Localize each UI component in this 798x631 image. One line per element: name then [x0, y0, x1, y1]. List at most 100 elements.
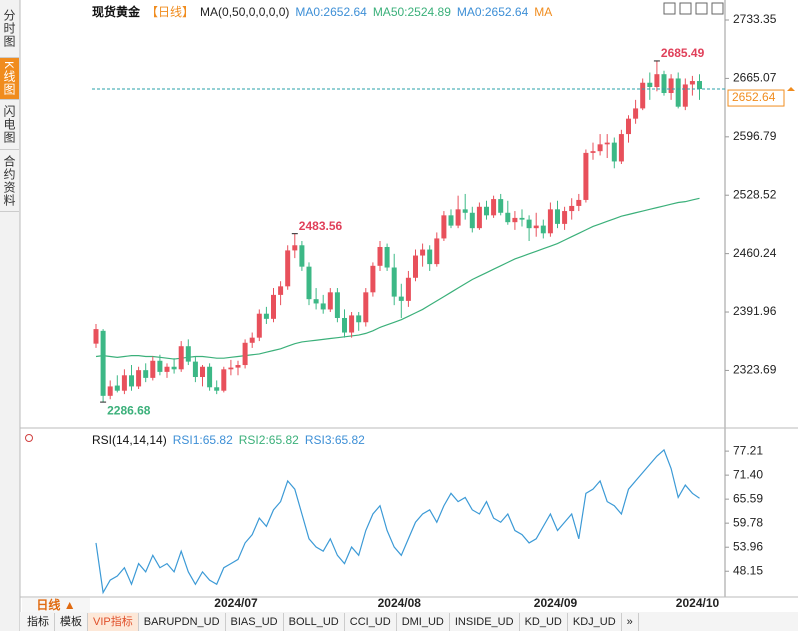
tool-icon[interactable] [679, 2, 692, 15]
y-tick-label: 2460.24 [733, 246, 777, 260]
candle-body [583, 152, 589, 200]
side-tab[interactable]: K线图 [0, 58, 19, 100]
candle-body [192, 361, 198, 378]
candle-body [569, 205, 575, 212]
bottom-tab[interactable]: CCI_UD [345, 613, 397, 631]
candle-body [519, 217, 525, 220]
legend-item: RSI(14,14,14) [92, 433, 167, 447]
candle-body [242, 342, 248, 366]
candle-body [136, 370, 142, 387]
candle-body [597, 144, 603, 152]
candle-body [278, 286, 284, 295]
y-tick-label: 2391.96 [733, 304, 777, 318]
legend-item: 【日线】 [146, 5, 195, 19]
candle-body [384, 246, 390, 268]
candle-body [178, 346, 184, 370]
candle-body [427, 249, 433, 265]
tool-icon[interactable] [695, 2, 708, 15]
candle-body [562, 211, 568, 224]
candle-body [491, 199, 497, 216]
y-tick-label: 48.15 [733, 563, 763, 577]
bottom-tab[interactable]: » [622, 613, 639, 631]
candle-body [462, 209, 468, 213]
candle-body [434, 238, 440, 265]
candle-body [484, 206, 489, 216]
candle-body [576, 199, 582, 206]
candle-body [512, 217, 518, 223]
candle-body [313, 299, 319, 304]
legend: RSI(14,14,14) RSI1:65.82 RSI2:65.82 RSI3:65… [92, 433, 365, 447]
candle-body [356, 315, 362, 323]
candle-body [398, 296, 404, 301]
annotation: 2483.56 [299, 219, 343, 233]
y-tick-label: 2323.69 [733, 363, 777, 377]
line [95, 197, 700, 360]
candle-body [476, 206, 482, 229]
bottom-tab[interactable]: 指标 [22, 613, 55, 631]
x-tick-label: 2024/08 [378, 596, 422, 610]
period-button[interactable]: 日线 ▲ [22, 598, 90, 612]
candle-body [263, 313, 269, 319]
x-tick-label: 2024/10 [676, 596, 720, 610]
bottom-tab[interactable]: BIAS_UD [226, 613, 284, 631]
legend-item: MA [534, 4, 553, 19]
bottom-tab[interactable]: KDJ_UD [568, 613, 622, 631]
bottom-tab[interactable]: INSIDE_UD [450, 613, 520, 631]
candle-body [590, 151, 596, 153]
candle-body [306, 266, 312, 300]
y-tick-label: 59.78 [733, 515, 763, 529]
candle-body [661, 74, 667, 94]
last-price-box [727, 89, 785, 107]
candle-body [256, 313, 262, 338]
candle-body [654, 74, 660, 88]
bottom-tab[interactable]: VIP指标 [88, 613, 139, 631]
tool-icon[interactable] [711, 2, 724, 15]
bottom-tab[interactable]: DMI_UD [397, 613, 450, 631]
candle-body [405, 277, 411, 301]
candle-body [235, 365, 241, 368]
tool-icon[interactable] [663, 2, 676, 15]
candle-body [129, 375, 134, 387]
candle-body [320, 303, 326, 310]
bottom-tab[interactable]: KD_UD [520, 613, 568, 631]
candle-body [618, 134, 624, 162]
legend-item: RSI3:65.82 [304, 433, 365, 447]
bottom-tab[interactable]: BARUPDN_UD [139, 613, 226, 631]
legend-item: MA0:2652.64 [456, 4, 529, 19]
candle-body [540, 225, 546, 234]
candle-body [547, 209, 553, 234]
candle-body [682, 84, 688, 107]
side-tab[interactable]: 分时图 [0, 0, 19, 58]
candle-body [107, 386, 113, 396]
candle-body [200, 366, 205, 378]
candle-body [555, 209, 560, 224]
candle-body [299, 245, 305, 267]
candle-body [249, 337, 255, 343]
bottom-tab[interactable]: 模板 [55, 613, 88, 631]
y-tick-label: 2528.52 [733, 187, 777, 201]
y-tick-label: 53.96 [733, 539, 763, 553]
legend-item: MA(0,50,0,0,0,0) [200, 4, 290, 19]
candle-body [349, 315, 355, 333]
y-tick-label: 2733.35 [733, 12, 777, 26]
side-tab[interactable]: 合约资料 [0, 150, 19, 212]
candle-body [327, 292, 333, 310]
candle-body [391, 267, 397, 297]
candle-body [121, 375, 127, 391]
bottom-tabs: 指标 模板 VIP指标 BARUPDN_UD BIAS_UD BOLL_UD CCI_UD D… [22, 613, 639, 631]
candle-body [285, 250, 291, 287]
y-tick-label: 77.21 [733, 443, 763, 457]
bottom-tab[interactable]: BOLL_UD [284, 613, 345, 631]
candle-body [689, 81, 695, 85]
candle-body [164, 366, 170, 372]
candle-body [185, 346, 191, 362]
candle-body [228, 367, 234, 370]
side-tab[interactable]: 闪电图 [0, 100, 19, 150]
legend-item: 现货黄金 [92, 5, 141, 19]
candle-body [157, 360, 163, 372]
candle-body [207, 366, 213, 388]
toolbar [663, 2, 724, 15]
settings-icon[interactable] [25, 434, 33, 442]
legend-item: RSI2:65.82 [238, 433, 299, 447]
